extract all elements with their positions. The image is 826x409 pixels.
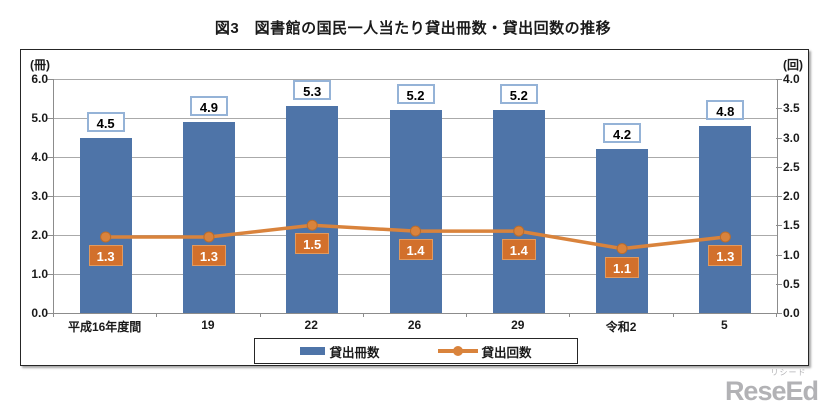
- legend-item-bar-series: 貸出冊数: [300, 342, 380, 361]
- bar-value-label: 5.3: [293, 80, 332, 101]
- line-series: [100, 219, 731, 255]
- left-axis-tick: [47, 274, 53, 275]
- left-axis-tick: [47, 196, 53, 197]
- bar-value-label: 4.5: [86, 111, 125, 132]
- right-axis-unit: (回): [783, 58, 803, 72]
- reseed-logo-rese: Rese: [724, 376, 787, 406]
- line-marker: [719, 231, 731, 243]
- right-axis-tick: [776, 108, 782, 110]
- x-axis-tick: [776, 313, 777, 317]
- line-value-label: 1.4: [398, 239, 433, 261]
- reseed-ruby-text: リシード: [770, 368, 807, 377]
- legend: 貸出冊数 貸出回数: [254, 338, 578, 364]
- line-marker: [513, 225, 525, 237]
- right-axis-label: 1.5: [783, 218, 800, 233]
- left-axis-tick: [47, 235, 53, 236]
- line-marker: [306, 219, 318, 231]
- line-marker: [100, 231, 112, 243]
- bar-series-swatch-icon: [300, 347, 326, 355]
- x-axis-category-label: 26: [407, 318, 422, 332]
- left-axis-label: 6.0: [31, 72, 48, 86]
- right-axis-label: 0.5: [783, 276, 800, 291]
- left-axis-label: 1.0: [31, 267, 48, 281]
- bar-26: [389, 110, 442, 313]
- line-marker: [410, 225, 421, 237]
- legend-item-line-series: 貸出回数: [437, 342, 532, 361]
- left-axis-label: 0.0: [31, 306, 48, 320]
- right-axis-tick: [776, 313, 782, 314]
- line-value-label: 1.5: [295, 233, 330, 255]
- right-axis-label: 2.5: [783, 159, 800, 174]
- plot-area: 4.5 4.9 5.3 5.2 5.2 4.2 4.8 1.3 1.3 1.5 1.4 1.4 1.1 1…: [53, 78, 778, 314]
- right-axis-label: 3.0: [783, 130, 800, 145]
- x-axis-tick: [156, 313, 158, 317]
- x-axis-category-label: 令和2: [605, 320, 637, 334]
- bar-5: [699, 125, 752, 313]
- reseed-watermark-logo: リシード ReseEd: [724, 368, 819, 406]
- bar-value-label: 5.2: [396, 84, 435, 105]
- gridline: [54, 78, 777, 80]
- left-axis-label: 2.0: [31, 228, 48, 242]
- chart-frame: (冊) (回) 4.5 4.9 5.3 5.2 5.2 4.2 4.8 1.3 1.3 1.5 1.…: [20, 49, 809, 366]
- reseed-logo-text: ReseEd: [724, 376, 819, 406]
- x-axis-tick: [53, 313, 54, 317]
- right-axis-label: 2.0: [783, 189, 800, 203]
- line-value-label: 1.3: [88, 244, 123, 266]
- left-axis-label: 3.0: [31, 189, 48, 203]
- bar-19: [182, 121, 235, 313]
- left-axis-tick: [47, 79, 53, 80]
- line-marker: [616, 243, 628, 255]
- right-axis-label: 3.5: [783, 101, 800, 116]
- line-value-label: 1.3: [191, 244, 226, 266]
- reseed-logo-ed: Ed: [785, 376, 819, 406]
- right-axis-label: 1.0: [783, 247, 800, 262]
- bar-22: [286, 106, 339, 313]
- right-axis-tick: [776, 254, 782, 256]
- left-axis-tick: [47, 157, 53, 158]
- left-axis-label: 4.0: [31, 150, 48, 164]
- right-axis-tick: [776, 196, 782, 197]
- x-axis-category-label: 平成16年度間: [67, 320, 142, 334]
- left-axis-label: 5.0: [31, 111, 48, 125]
- legend-label-line-series: 貸出回数: [481, 345, 532, 360]
- line-series-swatch-icon: [437, 346, 478, 356]
- left-axis-unit: (冊): [30, 58, 50, 72]
- line-value-label: 1.3: [708, 244, 743, 266]
- x-axis-category-label: 29: [511, 318, 525, 332]
- x-axis-category-label: 22: [304, 318, 318, 332]
- x-axis-tick: [362, 313, 364, 317]
- bar-value-label: 5.2: [499, 84, 538, 105]
- right-axis-tick: [776, 283, 782, 285]
- bar-令和2: [596, 149, 649, 313]
- x-axis-tick: [259, 313, 261, 317]
- bar-29: [492, 110, 545, 313]
- x-axis-tick: [569, 313, 571, 317]
- chart-title: 図3 図書館の国民一人当たり貸出冊数・貸出回数の推移: [214, 20, 612, 37]
- right-axis-tick: [776, 79, 782, 80]
- line-value-label: 1.4: [501, 239, 536, 261]
- left-axis-tick: [47, 313, 53, 314]
- right-axis-tick: [776, 225, 782, 227]
- right-axis-tick: [776, 166, 782, 168]
- bar-平成16年度間: [79, 137, 132, 313]
- x-axis-category-label: 19: [201, 318, 215, 332]
- left-axis-tick: [47, 118, 53, 119]
- x-axis-category-label: 5: [721, 318, 728, 332]
- x-axis-tick: [672, 313, 674, 317]
- right-axis-tick: [776, 137, 782, 139]
- bar-value-label: 4.9: [189, 95, 228, 116]
- right-axis-label: 0.0: [783, 306, 800, 320]
- line-value-label: 1.1: [605, 256, 640, 278]
- right-axis-label: 4.0: [783, 72, 800, 86]
- x-axis-tick: [466, 313, 468, 317]
- bar-value-label: 4.8: [706, 99, 745, 120]
- line-marker: [203, 231, 215, 243]
- bar-value-label: 4.2: [603, 123, 642, 144]
- legend-label-bar-series: 貸出冊数: [329, 345, 380, 360]
